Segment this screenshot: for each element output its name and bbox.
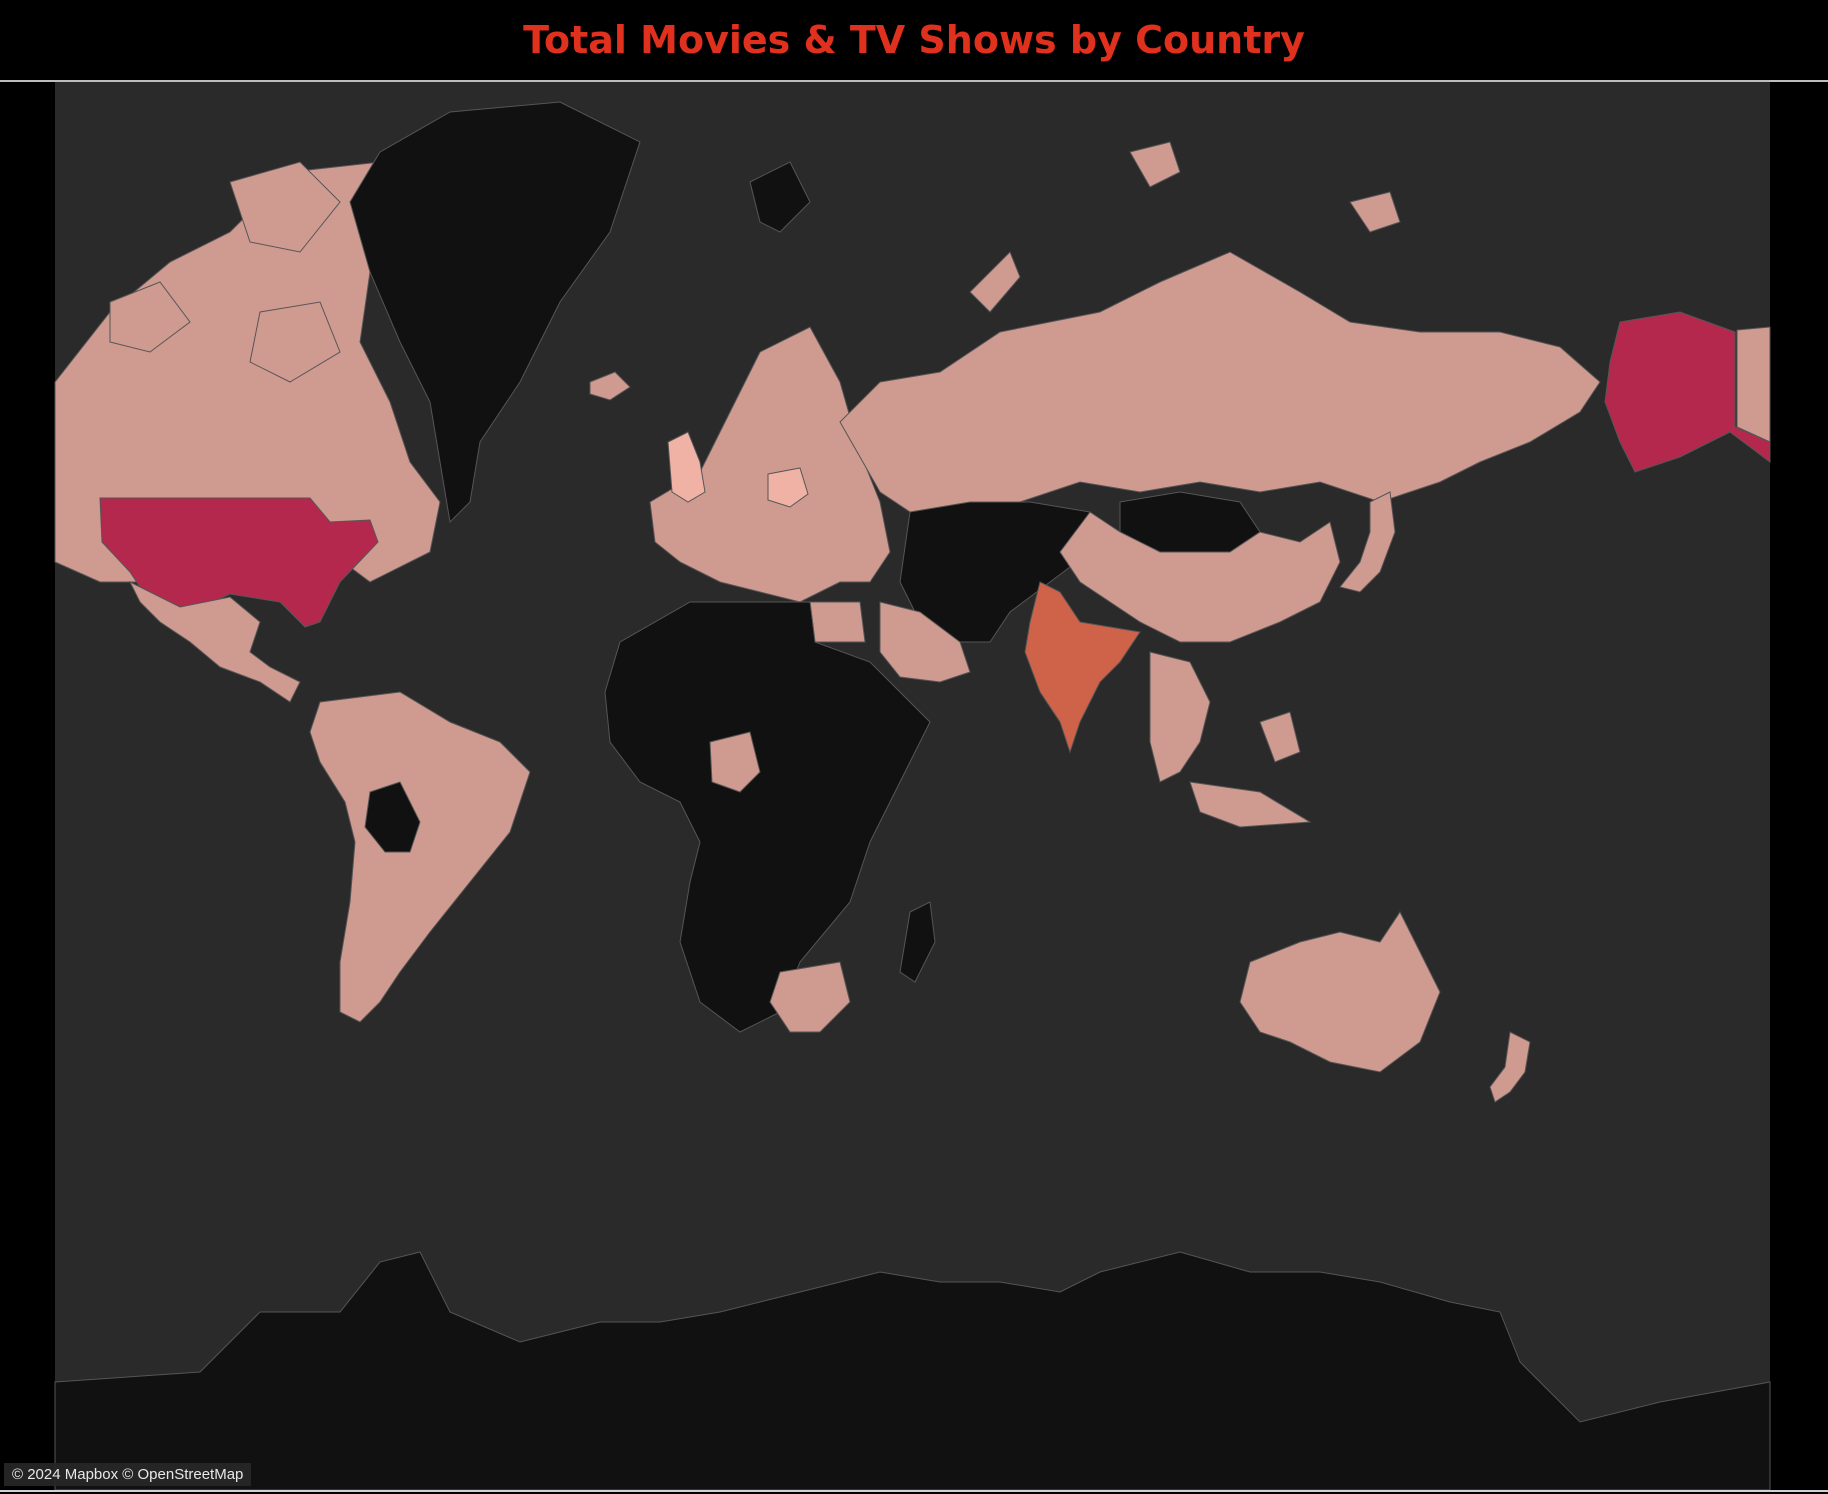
region-saudi-arabia[interactable]: [879, 601, 971, 683]
region-antarctica[interactable]: [54, 1251, 1771, 1490]
region-japan[interactable]: [1339, 491, 1396, 593]
region-india[interactable]: [1024, 581, 1141, 754]
region-mexico[interactable]: [128, 580, 301, 703]
map-frame[interactable]: © 2024 Mapbox © OpenStreetMap: [0, 82, 1828, 1490]
region-russia-islands[interactable]: [969, 141, 1401, 313]
title-divider: [0, 80, 1828, 82]
region-madagascar[interactable]: [899, 901, 936, 983]
map-attribution[interactable]: © 2024 Mapbox © OpenStreetMap: [4, 1463, 252, 1486]
region-egypt[interactable]: [809, 601, 866, 643]
region-china[interactable]: [1059, 511, 1341, 643]
region-greenland[interactable]: [349, 101, 641, 524]
bottom-divider: [0, 1490, 1828, 1492]
region-alaska[interactable]: [1604, 311, 1771, 473]
region-southeast-asia[interactable]: [1149, 651, 1312, 828]
region-iceland[interactable]: [589, 371, 631, 401]
region-new-zealand[interactable]: [1489, 1031, 1531, 1103]
region-nigeria[interactable]: [709, 731, 761, 793]
world-map[interactable]: [0, 82, 1828, 1490]
region-svalbard[interactable]: [749, 161, 811, 233]
region-south-america[interactable]: [309, 691, 531, 1023]
region-australia[interactable]: [1239, 911, 1441, 1073]
region-canada-islands[interactable]: [109, 161, 341, 383]
region-united-states[interactable]: [99, 497, 379, 628]
region-russia[interactable]: [839, 251, 1601, 513]
region-alaska-east[interactable]: [1736, 326, 1771, 443]
region-europe[interactable]: [649, 326, 891, 603]
region-south-africa[interactable]: [769, 961, 851, 1033]
region-bolivia[interactable]: [364, 781, 421, 853]
region-united-kingdom[interactable]: [667, 431, 706, 503]
region-africa[interactable]: [604, 601, 931, 1033]
map-title: Total Movies & TV Shows by Country: [523, 18, 1305, 62]
region-poland[interactable]: [767, 467, 809, 508]
